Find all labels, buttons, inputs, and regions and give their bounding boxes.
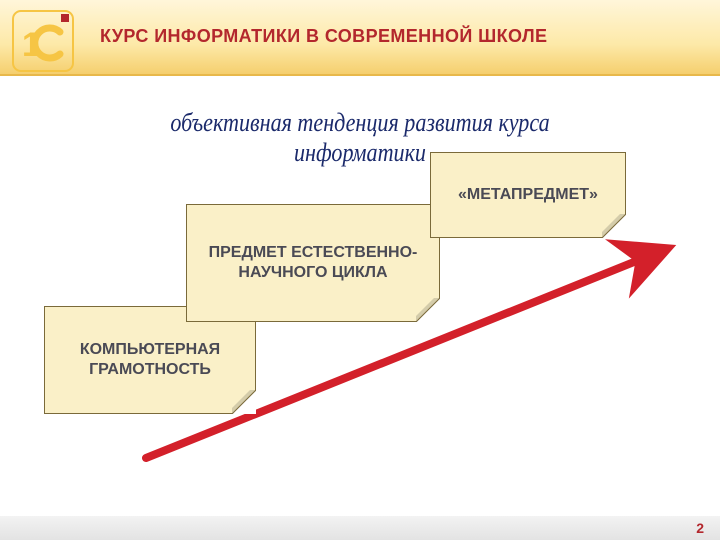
card-label: КОМПЬЮТЕРНАЯ ГРАМОТНОСТЬ [55,340,245,381]
card-fold-icon [232,390,256,414]
card-metasubject: «МЕТАПРЕДМЕТ» [430,152,626,238]
page-title: КУРС ИНФОРМАТИКИ В СОВРЕМЕННОЙ ШКОЛЕ [100,26,660,47]
card-science-subject: ПРЕДМЕТ ЕСТЕСТВЕННО-НАУЧНОГО ЦИКЛА [186,204,440,322]
page-number: 2 [696,520,704,536]
card-label: «МЕТАПРЕДМЕТ» [458,185,598,205]
slide: 1 КУРС ИНФОРМАТИКИ В СОВРЕМЕННОЙ ШКОЛЕ о… [0,0,720,540]
logo-1c-icon: 1 [12,10,74,72]
card-fold-icon [416,298,440,322]
footer-bar [0,516,720,540]
card-fold-icon [602,214,626,238]
card-label: ПРЕДМЕТ ЕСТЕСТВЕННО-НАУЧНОГО ЦИКЛА [197,243,429,284]
card-computer-literacy: КОМПЬЮТЕРНАЯ ГРАМОТНОСТЬ [44,306,256,414]
